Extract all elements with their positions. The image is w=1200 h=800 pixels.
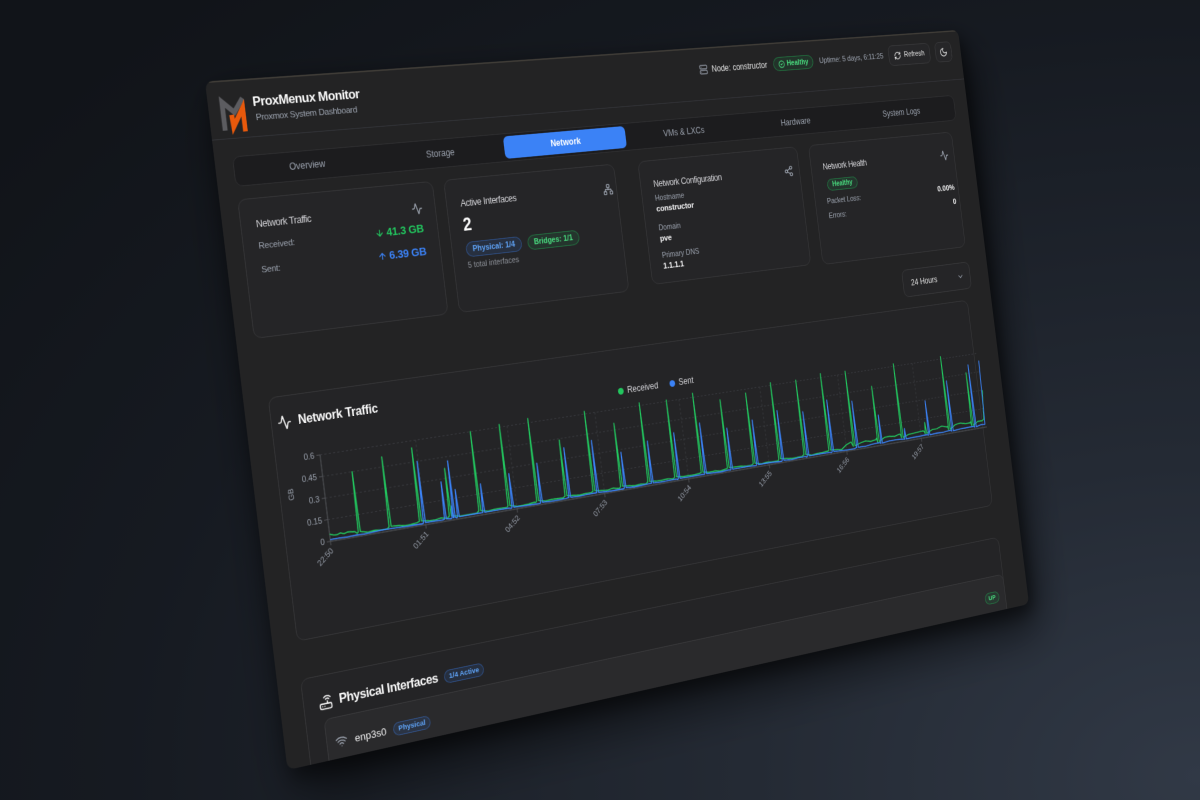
svg-text:GB: GB: [285, 487, 296, 501]
svg-text:10:54: 10:54: [676, 483, 693, 504]
svg-text:0.6: 0.6: [303, 451, 315, 463]
svg-text:16:56: 16:56: [835, 455, 851, 475]
svg-text:22:50: 22:50: [315, 545, 335, 568]
svg-text:0.15: 0.15: [307, 515, 323, 528]
svg-text:0.45: 0.45: [301, 472, 317, 484]
svg-text:13:55: 13:55: [757, 469, 773, 489]
svg-text:04:52: 04:52: [503, 513, 522, 535]
svg-text:0.3: 0.3: [308, 494, 320, 506]
svg-text:0: 0: [320, 537, 326, 548]
svg-text:07:53: 07:53: [591, 497, 609, 518]
svg-text:01:51: 01:51: [411, 529, 430, 551]
svg-text:19:57: 19:57: [910, 442, 925, 461]
